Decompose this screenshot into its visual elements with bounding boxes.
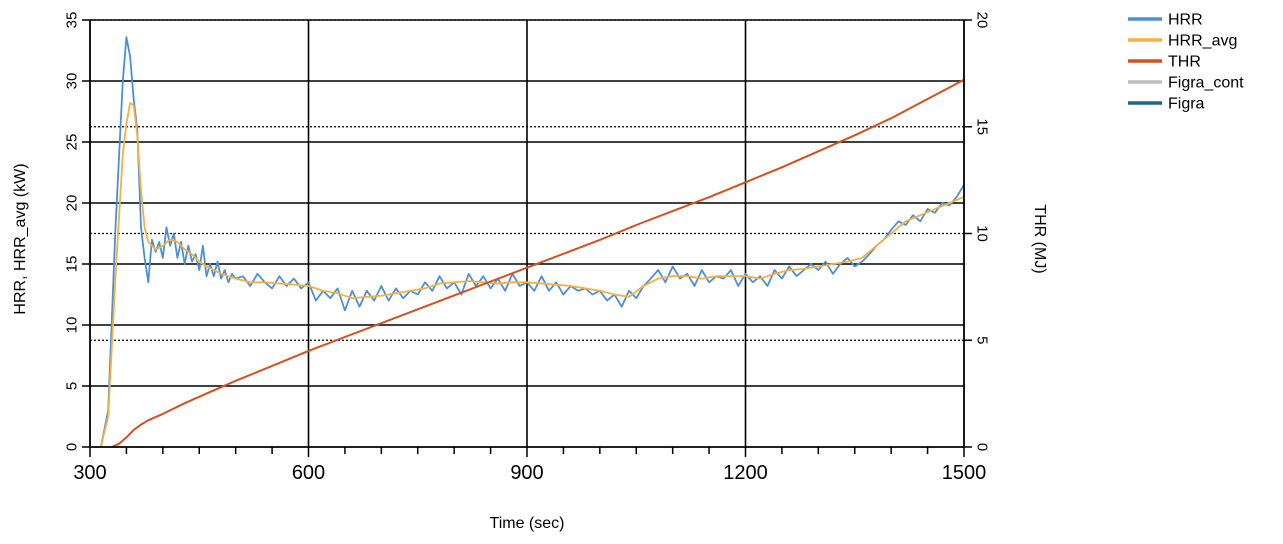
x-tick-label: 300: [73, 462, 106, 484]
ticks-layer: 300 600 900 1200 1500 0 5 10 15 20 25 30 35 0 5 10 15 20: [64, 12, 991, 484]
y-left-tick-label: 0: [64, 443, 81, 451]
y-right-tick-label: 20: [974, 12, 991, 29]
legend-label: THR: [1168, 54, 1201, 71]
series-line-hrr: [100, 36, 965, 448]
x-tick-label: 900: [510, 462, 543, 484]
y-right-tick-label: 15: [974, 118, 991, 135]
y-axis-right-label: THR (MJ): [1031, 204, 1048, 273]
y-left-tick-label: 15: [64, 256, 81, 273]
y-left-tick-label: 10: [64, 317, 81, 334]
series-line-thr: [111, 78, 965, 448]
x-tick-label: 600: [292, 462, 325, 484]
y-left-tick-label: 35: [64, 12, 81, 29]
y-left-tick-label: 5: [64, 382, 81, 390]
grid-layer: [90, 19, 964, 447]
y-right-tick-label: 10: [974, 225, 991, 242]
legend-label: Figra_cont: [1168, 75, 1244, 92]
legend-label: Figra: [1168, 96, 1205, 113]
legend-label: HRR: [1168, 12, 1203, 29]
y-axis-left-label: HRR, HRR_avg (kW): [12, 163, 29, 314]
y-left-tick-label: 30: [64, 73, 81, 90]
y-right-tick-label: 5: [974, 336, 991, 344]
legend-label: HRR_avg: [1168, 33, 1237, 50]
series-line-hrr-avg: [100, 102, 965, 448]
y-right-tick-label: 0: [974, 443, 991, 451]
y-left-tick-label: 20: [64, 195, 81, 212]
legend: HRR HRR_avg THR Figra_cont Figra: [1128, 12, 1244, 113]
y-left-tick-label: 25: [64, 134, 81, 151]
x-axis-label: Time (sec): [490, 515, 565, 532]
x-tick-label: 1200: [723, 462, 768, 484]
series-layer: [100, 36, 965, 448]
x-tick-label: 1500: [942, 462, 987, 484]
